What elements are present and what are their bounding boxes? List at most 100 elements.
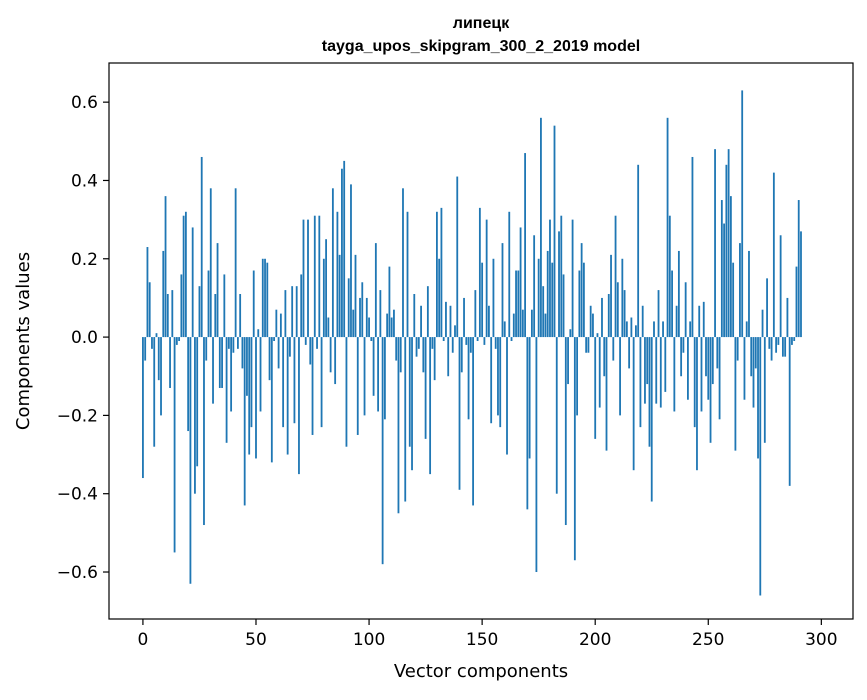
bar-43: [239, 294, 242, 338]
bar-204: [603, 337, 606, 377]
bar-284: [784, 337, 787, 357]
bar-272: [757, 337, 759, 459]
bar-25: [198, 286, 201, 338]
bar-239: [682, 337, 685, 353]
bar-202: [598, 337, 601, 408]
bar-255: [718, 337, 721, 420]
x-tick-label-200: 200: [579, 630, 611, 650]
bar-69: [298, 337, 300, 475]
y-tick-label-6: 0.6: [71, 93, 98, 113]
bar-192: [576, 337, 579, 416]
bar-281: [777, 337, 780, 345]
x-tick-label-50: 50: [245, 630, 267, 650]
bar-0: [142, 337, 144, 479]
x-tick-label-150: 150: [466, 630, 498, 650]
y-axis-label: Components values: [13, 252, 34, 430]
bar-33: [216, 243, 219, 338]
bar-44: [241, 337, 244, 369]
bar-123: [420, 305, 422, 338]
bar-12: [169, 337, 171, 388]
bar-82: [327, 317, 330, 338]
bar-60: [277, 337, 280, 369]
bar-278: [770, 337, 773, 361]
bar-217: [632, 337, 635, 471]
bar-215: [628, 337, 631, 369]
chart-subtitle: tayga_upos_skipgram_300_2_2019 model: [322, 38, 640, 55]
bar-71: [302, 219, 305, 338]
bar-39: [230, 337, 233, 412]
y-tick-label-5: 0.4: [71, 171, 98, 191]
bar-110: [390, 317, 393, 338]
bar-11: [166, 294, 169, 338]
bar-16: [178, 337, 181, 341]
bar-183: [555, 337, 558, 494]
bar-23: [194, 337, 196, 494]
bar-35: [221, 337, 223, 388]
bar-144: [467, 337, 470, 420]
bar-126: [426, 286, 429, 338]
bar-271: [754, 337, 757, 369]
x-axis-label: Vector components: [394, 661, 568, 682]
bars-group: [142, 90, 802, 596]
bar-265: [741, 90, 744, 338]
bar-91: [347, 278, 350, 338]
bar-103: [374, 243, 377, 338]
bar-222: [644, 337, 646, 404]
bar-46: [246, 337, 248, 396]
bar-188: [567, 337, 569, 385]
bar-200: [594, 337, 597, 439]
bar-220: [639, 337, 642, 428]
x-tick-label-250: 250: [692, 630, 724, 650]
bar-231: [664, 337, 667, 392]
x-tick-label-100: 100: [353, 630, 385, 650]
x-tick-label-0: 0: [138, 630, 149, 650]
chart-title: липецк: [453, 15, 510, 32]
bar-182: [553, 125, 556, 338]
bar-291: [800, 231, 802, 338]
bar-181: [551, 262, 554, 338]
bar-74: [309, 337, 312, 365]
bar-78: [318, 215, 321, 338]
bar-279: [772, 172, 775, 338]
bar-142: [463, 297, 465, 338]
bar-49: [252, 270, 255, 338]
bar-171: [528, 337, 531, 459]
bar-15: [175, 337, 178, 345]
bar-274: [761, 309, 764, 338]
bar-65: [289, 337, 291, 357]
bar-77: [316, 337, 318, 349]
bar-249: [705, 337, 707, 377]
bar-170: [526, 337, 529, 510]
bar-210: [616, 282, 619, 338]
bar-121: [415, 337, 418, 357]
bar-186: [562, 274, 565, 338]
bar-161: [506, 337, 508, 455]
bar-132: [440, 207, 443, 338]
bar-269: [750, 337, 753, 377]
bar-173: [533, 235, 536, 338]
bar-8: [160, 337, 162, 416]
bar-63: [284, 290, 287, 338]
bar-27: [203, 337, 205, 526]
bar-4: [151, 337, 153, 349]
bar-250: [707, 337, 710, 400]
bar-263: [736, 337, 739, 361]
bar-197: [587, 337, 590, 353]
bar-99: [365, 297, 368, 338]
bar-124: [422, 337, 425, 373]
bar-158: [499, 337, 502, 428]
bar-240: [684, 282, 687, 338]
y-tick-label-1: −0.4: [57, 485, 98, 505]
bar-251: [709, 337, 712, 443]
bar-214: [625, 321, 628, 338]
bar-59: [275, 309, 278, 338]
bar-216: [630, 317, 633, 338]
bar-242: [689, 321, 692, 338]
bar-226: [653, 321, 655, 338]
bar-244: [693, 337, 696, 428]
bar-227: [655, 337, 658, 404]
bar-241: [687, 337, 689, 400]
bar-10: [164, 196, 167, 338]
bar-150: [481, 262, 484, 338]
bar-109: [388, 266, 391, 338]
